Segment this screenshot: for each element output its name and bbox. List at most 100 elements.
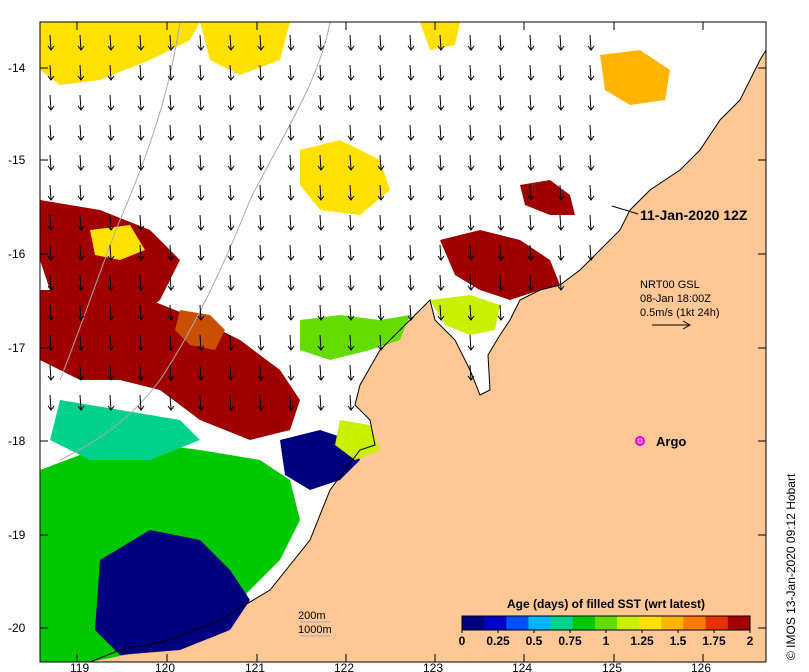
current-arrow — [109, 274, 112, 291]
current-arrow — [409, 274, 412, 291]
current-arrow — [79, 304, 82, 321]
current-arrow — [49, 94, 52, 111]
current-arrow-head — [557, 285, 565, 291]
current-arrow-head — [167, 135, 175, 141]
current-arrow — [199, 334, 202, 351]
colorbar-swatch — [572, 616, 596, 630]
current-arrow-head — [347, 105, 355, 111]
current-arrow-head — [137, 45, 145, 51]
current-arrow — [289, 334, 292, 351]
current-arrow — [289, 274, 292, 291]
current-arrow — [229, 34, 232, 51]
argo-label: Argo — [656, 434, 686, 449]
current-arrow — [49, 154, 52, 171]
current-arrow-head — [317, 105, 325, 111]
current-arrow — [349, 394, 352, 411]
current-arrow — [109, 244, 112, 261]
current-legend-line3: 0.5m/s (1kt 24h) — [640, 307, 719, 319]
current-arrow-head — [137, 315, 145, 321]
current-arrow — [319, 214, 322, 231]
current-arrow — [409, 94, 412, 111]
current-arrow — [289, 364, 292, 381]
current-arrow — [289, 304, 292, 321]
current-arrow-head — [197, 165, 205, 171]
current-arrow-head — [227, 375, 235, 381]
current-arrow — [589, 124, 592, 141]
bathy-1000m — [59, 22, 181, 381]
x-tick-label: 121 — [245, 661, 265, 672]
current-arrow — [289, 184, 292, 201]
current-arrow-head — [407, 135, 415, 141]
current-arrow-head — [497, 105, 505, 111]
colorbar-tick-label: 0.75 — [558, 634, 582, 648]
current-arrow — [529, 214, 532, 231]
current-arrow-head — [317, 285, 325, 291]
colorbar-swatch — [727, 616, 751, 630]
current-arrow-head — [257, 255, 265, 261]
current-arrow — [409, 184, 412, 201]
current-arrow-head — [557, 135, 565, 141]
y-tick-label: -17 — [8, 341, 26, 355]
current-arrow — [229, 364, 232, 381]
y-axis: -14 -15 -16 -17 -18 -19 -20 — [8, 61, 766, 635]
current-arrow — [49, 34, 52, 51]
current-arrow-head — [407, 315, 415, 321]
current-arrow-head — [527, 135, 535, 141]
current-arrow — [379, 94, 382, 111]
current-arrow-head — [107, 165, 115, 171]
colorbar-tick-label: 0.5 — [526, 634, 543, 648]
current-arrow — [469, 304, 472, 321]
current-arrow-head — [167, 345, 175, 351]
current-arrow — [199, 154, 202, 171]
current-arrow — [199, 244, 202, 261]
current-arrow — [139, 214, 142, 231]
current-arrow — [49, 244, 52, 261]
current-arrow — [109, 34, 112, 51]
current-arrow-head — [47, 135, 55, 141]
current-arrow — [439, 184, 442, 201]
current-arrow-head — [467, 255, 475, 261]
current-arrow-head — [587, 165, 595, 171]
current-arrow-head — [47, 75, 55, 81]
current-arrow-head — [197, 255, 205, 261]
current-arrow — [229, 304, 232, 321]
current-arrow — [349, 244, 352, 261]
credit-label: © IMOS 13-Jan-2020 09:12 Hobart — [784, 473, 798, 660]
current-arrow-head — [407, 45, 415, 51]
current-arrow-head — [437, 165, 445, 171]
current-arrow-head — [407, 255, 415, 261]
current-arrow-head — [47, 405, 55, 411]
current-arrow — [229, 214, 232, 231]
current-arrow-head — [437, 195, 445, 201]
current-arrow — [259, 124, 262, 141]
current-arrow-head — [227, 195, 235, 201]
current-arrow — [169, 154, 172, 171]
current-arrow-head — [317, 135, 325, 141]
current-arrow-head — [497, 195, 505, 201]
current-arrow-head — [77, 45, 85, 51]
current-arrow-head — [347, 405, 355, 411]
current-arrow — [409, 34, 412, 51]
current-arrow-head — [377, 285, 385, 291]
current-arrow-head — [227, 405, 235, 411]
current-arrow-head — [47, 345, 55, 351]
current-arrow — [139, 64, 142, 81]
current-arrow-head — [287, 135, 295, 141]
colorbar-swatch — [506, 616, 529, 630]
current-arrow — [319, 34, 322, 51]
current-arrow — [349, 304, 352, 321]
current-arrow — [409, 244, 412, 261]
bathy-label-1000m: 1000m — [298, 624, 332, 636]
current-arrow — [409, 304, 412, 321]
x-tick-label: 119 — [70, 661, 89, 672]
current-arrow — [529, 184, 532, 201]
current-arrow-head — [347, 255, 355, 261]
current-arrow-head — [437, 285, 445, 291]
colorbar-tick-label: 1.25 — [630, 634, 654, 648]
current-arrow-head — [527, 105, 535, 111]
current-arrow-head — [137, 285, 145, 291]
current-arrow-head — [77, 345, 85, 351]
current-arrow-head — [557, 195, 565, 201]
current-arrow — [469, 334, 472, 351]
current-arrow-head — [347, 195, 355, 201]
